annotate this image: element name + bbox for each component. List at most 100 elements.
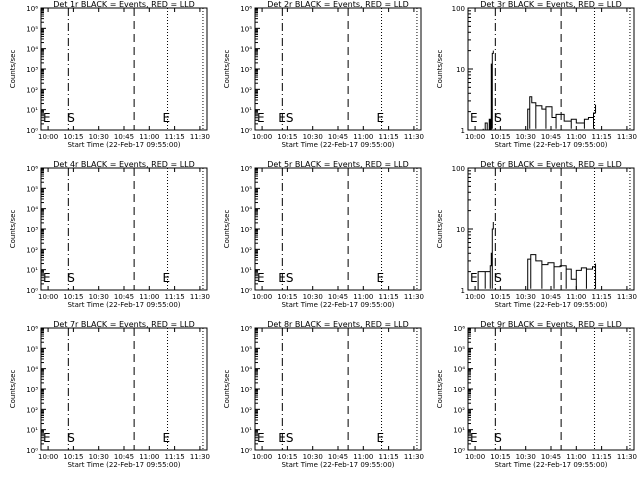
y-tick-label: 10 xyxy=(456,66,465,74)
chart-title: Det 5r BLACK = Events, RED = LLD xyxy=(267,160,409,169)
event-marker-label: E xyxy=(43,271,51,285)
chart-title: Det 7r BLACK = Events, RED = LLD xyxy=(53,320,195,329)
x-tick-label: 11:30 xyxy=(617,293,637,301)
x-tick-label: 10:00 xyxy=(252,293,272,301)
event-marker-label: E xyxy=(470,271,478,285)
x-tick-label: 11:00 xyxy=(139,453,159,461)
x-axis-label: Start Time (22-Feb-17 09:55:00) xyxy=(281,461,394,469)
y-tick-label: 10⁶ xyxy=(240,165,252,173)
x-tick-label: 11:15 xyxy=(165,133,185,141)
y-tick-label: 10⁵ xyxy=(240,345,252,353)
x-tick-label: 10:00 xyxy=(252,453,272,461)
plot-frame xyxy=(40,327,208,451)
event-marker-label: S xyxy=(67,111,75,125)
x-tick-label: 10:30 xyxy=(89,293,109,301)
event-marker-label: E xyxy=(376,271,384,285)
x-tick-label: 10:45 xyxy=(541,293,561,301)
event-marker-label: S xyxy=(67,431,75,445)
y-tick-label: 10³ xyxy=(26,226,38,234)
x-tick-label: 11:00 xyxy=(566,453,586,461)
y-tick-label: 10⁰ xyxy=(26,287,38,295)
y-tick-label: 10⁰ xyxy=(240,127,252,135)
x-tick-label: 10:30 xyxy=(303,453,323,461)
y-tick-label: 10⁰ xyxy=(26,447,38,455)
x-tick-label: 11:15 xyxy=(592,133,612,141)
y-tick-label: 100 xyxy=(452,5,465,13)
x-tick-label: 10:30 xyxy=(303,133,323,141)
x-tick-label: 10:00 xyxy=(38,293,58,301)
plot-frame xyxy=(40,7,208,131)
y-tick-label: 10⁶ xyxy=(453,325,465,333)
y-tick-label: 10² xyxy=(240,246,252,254)
y-tick-label: 1 xyxy=(461,287,465,295)
event-marker-label: E xyxy=(257,431,265,445)
x-tick-label: 10:45 xyxy=(114,453,134,461)
y-tick-label: 10⁶ xyxy=(26,325,38,333)
y-tick-label: 10⁰ xyxy=(26,127,38,135)
x-tick-label: 11:30 xyxy=(404,293,424,301)
y-tick-label: 10⁰ xyxy=(240,287,252,295)
x-tick-label: 10:45 xyxy=(114,133,134,141)
x-tick-label: 10:45 xyxy=(328,133,348,141)
y-tick-label: 10⁵ xyxy=(453,345,465,353)
y-tick-label: 10⁵ xyxy=(240,25,252,33)
y-tick-label: 10² xyxy=(26,246,38,254)
event-marker-label: E xyxy=(257,271,265,285)
y-tick-label: 10¹ xyxy=(453,427,465,435)
x-axis-label: Start Time (22-Feb-17 09:55:00) xyxy=(67,461,180,469)
y-tick-label: 10⁴ xyxy=(26,206,38,214)
y-tick-label: 10² xyxy=(26,86,38,94)
y-tick-label: 10² xyxy=(240,406,252,414)
x-axis-label: Start Time (22-Feb-17 09:55:00) xyxy=(67,141,180,149)
y-tick-label: 10⁴ xyxy=(240,206,252,214)
x-tick-label: 11:00 xyxy=(566,293,586,301)
y-axis-label: Counts/sec xyxy=(436,210,444,249)
chart-title: Det 1r BLACK = Events, RED = LLD xyxy=(53,0,195,9)
plot-frame xyxy=(467,7,635,131)
x-axis-label: Start Time (22-Feb-17 09:55:00) xyxy=(281,301,394,309)
y-axis-label: Counts/sec xyxy=(223,210,231,249)
x-tick-label: 11:00 xyxy=(353,293,373,301)
x-axis-label: Start Time (22-Feb-17 09:55:00) xyxy=(281,141,394,149)
event-marker-label: S xyxy=(67,271,75,285)
chart-title: Det 2r BLACK = Events, RED = LLD xyxy=(267,0,409,9)
x-tick-label: 10:45 xyxy=(328,453,348,461)
event-marker-label: E xyxy=(257,111,265,125)
y-tick-label: 10³ xyxy=(453,386,465,394)
events-series-line xyxy=(478,50,494,131)
events-series-line xyxy=(527,96,597,130)
x-tick-label: 11:00 xyxy=(353,453,373,461)
chart-panel: Det 3r BLACK = Events, RED = LLD Counts/s… xyxy=(436,0,637,149)
y-tick-label: 10⁵ xyxy=(240,185,252,193)
x-tick-label: 10:30 xyxy=(516,293,536,301)
y-tick-label: 10 xyxy=(456,226,465,234)
chart-panel: Det 9r BLACK = Events, RED = LLD Counts/s… xyxy=(436,320,637,469)
chart-title: Det 9r BLACK = Events, RED = LLD xyxy=(480,320,622,329)
y-axis-label: Counts/sec xyxy=(436,50,444,89)
x-tick-label: 11:15 xyxy=(379,453,399,461)
x-tick-label: 10:15 xyxy=(490,453,510,461)
y-tick-label: 10³ xyxy=(240,386,252,394)
events-series-line xyxy=(527,254,597,290)
plot-frame xyxy=(40,167,208,291)
y-tick-label: 10² xyxy=(240,86,252,94)
chart-panel: Det 8r BLACK = Events, RED = LLD Counts/s… xyxy=(223,320,424,469)
y-tick-label: 10³ xyxy=(26,386,38,394)
x-tick-label: 10:15 xyxy=(63,133,83,141)
event-marker-label: E xyxy=(470,431,478,445)
x-tick-label: 11:30 xyxy=(617,133,637,141)
event-marker-label: E xyxy=(162,431,170,445)
y-tick-label: 10² xyxy=(453,406,465,414)
event-marker-label: ES xyxy=(278,271,293,285)
y-axis-label: Counts/sec xyxy=(436,370,444,409)
x-tick-label: 10:00 xyxy=(252,133,272,141)
chart-title: Det 6r BLACK = Events, RED = LLD xyxy=(480,160,622,169)
y-tick-label: 10³ xyxy=(26,66,38,74)
chart-panel: Det 5r BLACK = Events, RED = LLD Counts/s… xyxy=(223,160,424,309)
y-tick-label: 10⁶ xyxy=(26,5,38,13)
y-tick-label: 10⁴ xyxy=(26,366,38,374)
x-tick-label: 11:30 xyxy=(190,293,210,301)
y-tick-label: 10⁴ xyxy=(240,46,252,54)
y-tick-label: 10⁶ xyxy=(26,165,38,173)
